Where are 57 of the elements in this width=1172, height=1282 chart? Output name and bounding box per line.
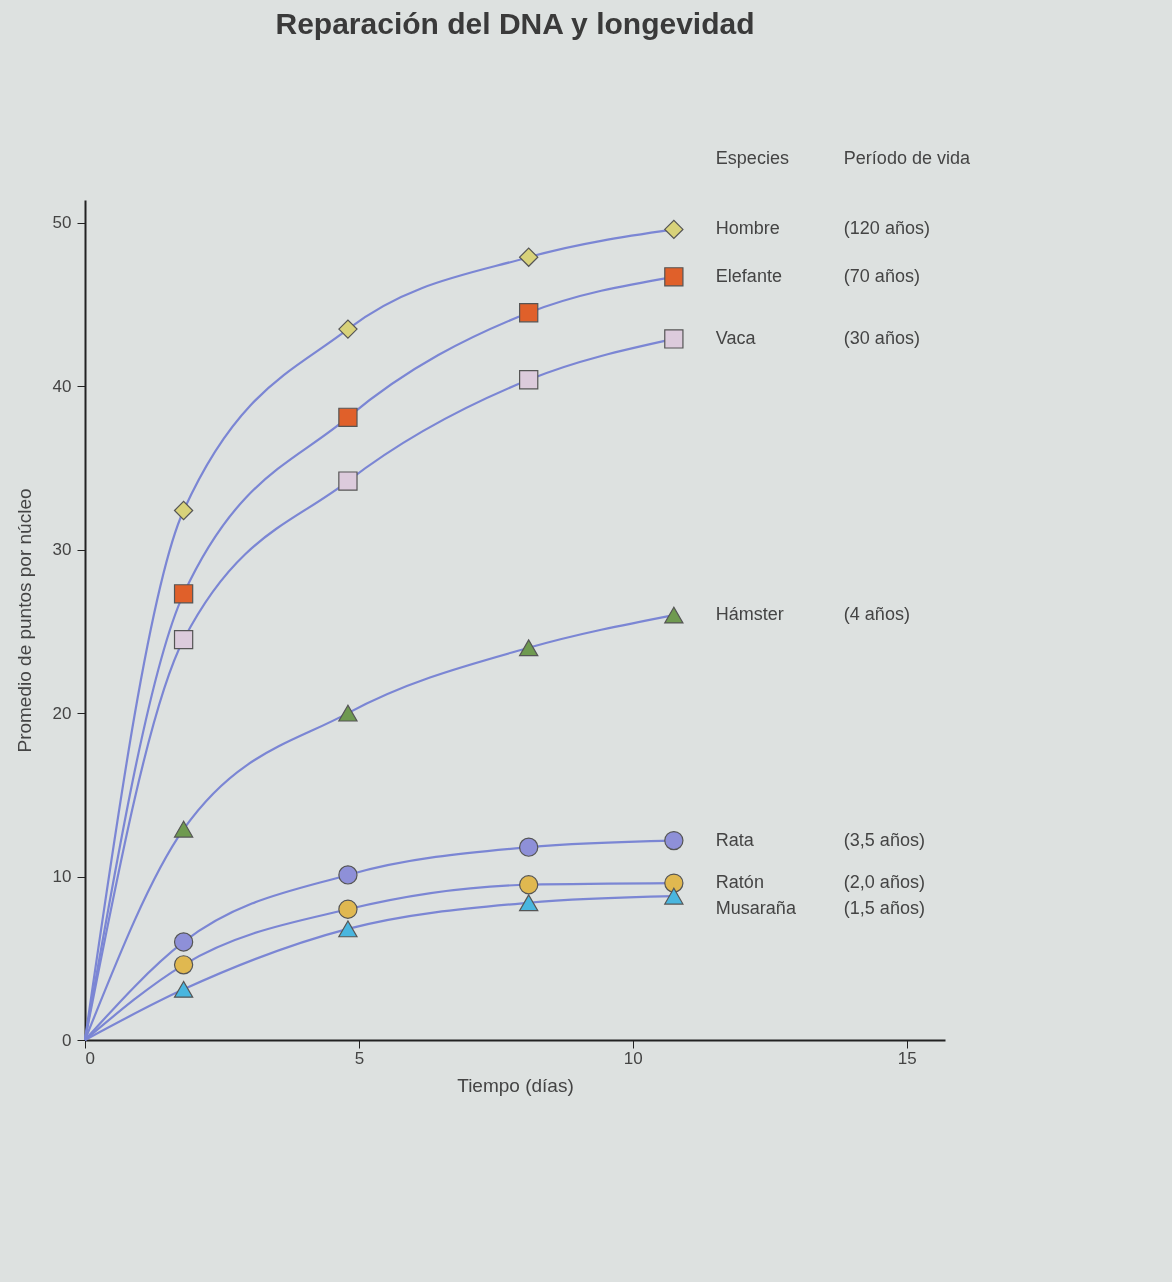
y-tick-label: 10 bbox=[52, 867, 72, 887]
x-tick-label: 10 bbox=[623, 1048, 643, 1068]
y-axis-title: Promedio de puntos por núcleo bbox=[13, 488, 35, 753]
point bbox=[338, 920, 358, 938]
point bbox=[519, 303, 539, 323]
point bbox=[519, 639, 539, 657]
point bbox=[338, 319, 358, 339]
series-label: Hombre bbox=[715, 218, 780, 239]
series-label: Hámster bbox=[715, 604, 784, 625]
legend-title: Especies bbox=[715, 148, 789, 169]
point bbox=[173, 629, 194, 650]
point bbox=[664, 873, 684, 893]
point bbox=[519, 894, 539, 912]
series-label: Rata bbox=[715, 829, 755, 850]
point bbox=[664, 329, 684, 349]
y-tick-label: 30 bbox=[52, 540, 72, 560]
x-tick-label: 5 bbox=[354, 1048, 365, 1068]
series-label: Elefante bbox=[715, 265, 782, 286]
point bbox=[519, 875, 539, 895]
point bbox=[173, 584, 194, 604]
point bbox=[173, 980, 194, 998]
point bbox=[173, 820, 194, 838]
series-label: Ratón bbox=[715, 872, 764, 893]
y-tick-label: 20 bbox=[52, 703, 72, 723]
y-tick-label: 50 bbox=[52, 213, 72, 233]
series-label: Musaraña bbox=[715, 898, 797, 919]
point bbox=[519, 837, 539, 857]
point bbox=[173, 955, 194, 975]
point bbox=[338, 471, 358, 491]
point bbox=[664, 830, 684, 851]
chart-title: Reparación del DNA y longevidad bbox=[275, 7, 755, 41]
annotation: (1,5 años) bbox=[843, 898, 925, 919]
point bbox=[664, 267, 684, 287]
point bbox=[338, 899, 358, 919]
x-axis-title: Tiempo (días) bbox=[457, 1074, 574, 1096]
y-tick-label: 40 bbox=[52, 376, 72, 396]
y-tick-label: 0 bbox=[62, 1030, 72, 1050]
point bbox=[519, 247, 539, 267]
x-tick-label: 15 bbox=[897, 1048, 917, 1068]
annotation: (30 años) bbox=[843, 327, 920, 348]
point bbox=[338, 407, 358, 428]
annotation: (4 años) bbox=[843, 604, 910, 625]
point bbox=[664, 606, 684, 624]
point bbox=[519, 370, 539, 390]
text: Período de vida bbox=[843, 148, 971, 169]
annotation: (70 años) bbox=[843, 265, 920, 286]
point bbox=[664, 887, 684, 905]
annotation: (3,5 años) bbox=[843, 829, 925, 850]
annotation: (2,0 años) bbox=[843, 872, 925, 893]
point bbox=[173, 500, 194, 521]
annotation: (120 años) bbox=[843, 218, 930, 239]
x-tick-label: 0 bbox=[85, 1048, 95, 1068]
point bbox=[664, 219, 684, 240]
point bbox=[338, 865, 358, 885]
series-label: Vaca bbox=[715, 327, 757, 348]
point bbox=[338, 704, 358, 722]
point bbox=[173, 932, 194, 952]
